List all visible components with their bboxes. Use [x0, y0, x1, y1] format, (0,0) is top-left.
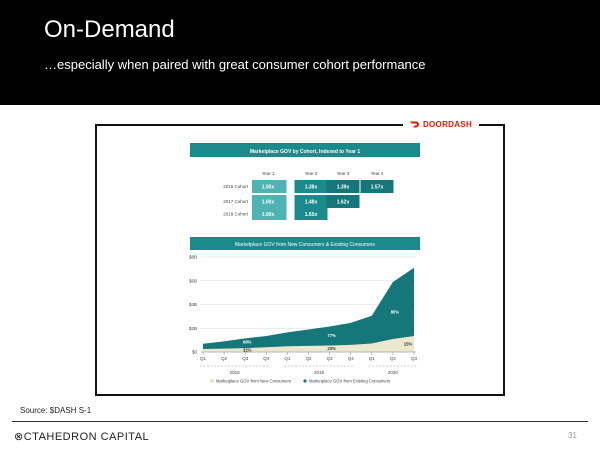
- cohort-column-header: Year 1: [262, 171, 275, 176]
- year-label: 2018: [230, 370, 241, 375]
- cohort-cell-value: 1.39x: [337, 184, 350, 190]
- x-tick-label: Q1: [200, 356, 207, 361]
- cohort-cell-value: 1.00x: [262, 212, 275, 218]
- slide-subtitle: …especially when paired with great consu…: [44, 57, 426, 72]
- cohort-cell-value: 1.57x: [371, 184, 384, 190]
- cohort-table-title-bar: [190, 143, 420, 157]
- doordash-wordmark: DOORDASH: [422, 119, 473, 129]
- footer-divider: [12, 421, 588, 422]
- x-tick-label: Q2: [221, 356, 228, 361]
- cohort-cell: [360, 180, 394, 193]
- share-annotation: 15%: [404, 341, 413, 346]
- y-tick-label: $6B: [189, 278, 197, 283]
- cohort-cell: [252, 208, 287, 220]
- slide-title: On-Demand: [44, 16, 175, 43]
- cohort-cell-value: 1.38x: [305, 184, 318, 190]
- x-tick-label: Q4: [348, 356, 355, 361]
- doordash-logo: DOORDASH: [403, 116, 479, 132]
- page-number: 31: [568, 431, 577, 440]
- share-annotation: 68%: [243, 340, 252, 345]
- share-annotation: 23%: [327, 346, 336, 351]
- slide-header: On-Demand …especially when paired with g…: [0, 0, 600, 105]
- x-tick-label: Q4: [263, 356, 270, 361]
- cohort-cell: [252, 180, 287, 193]
- cohort-cell-value: 1.00x: [262, 199, 275, 205]
- area-chart-title: Marketplace GOV from New Consumers & Exi…: [235, 242, 376, 248]
- cohort-cell: [294, 208, 328, 220]
- legend-swatch: [303, 379, 307, 383]
- share-annotation: 85%: [391, 309, 400, 314]
- year-label: 2019: [314, 370, 325, 375]
- cohort-cell: [294, 180, 328, 193]
- cohort-column-header: Year 3: [337, 171, 350, 176]
- cohort-cell: [294, 195, 328, 208]
- x-tick-label: Q3: [327, 356, 334, 361]
- x-tick-label: Q2: [390, 356, 397, 361]
- doordash-dash-icon: [409, 121, 419, 128]
- y-tick-label: $2B: [189, 326, 197, 331]
- cohort-row-label: 2018 Cohort: [223, 212, 249, 217]
- cohort-cell: [326, 180, 360, 193]
- cohort-column-header: Year 4: [371, 171, 384, 176]
- y-tick-label: $4B: [189, 302, 197, 307]
- y-tick-label: $8B: [189, 255, 197, 260]
- share-annotation: 32%: [243, 348, 252, 353]
- cohort-row-label: 2017 Cohort: [223, 199, 249, 204]
- share-annotation: 77%: [327, 333, 336, 338]
- area-chart-title-bar: [190, 237, 420, 250]
- legend-entry: Marketplace GOV from Existing Consumers: [309, 379, 390, 384]
- x-tick-label: Q1: [284, 356, 291, 361]
- cohort-cell-value: 1.00x: [262, 184, 275, 190]
- cohort-cell-value: 1.48x: [305, 199, 318, 205]
- cohort-table-title: Marketplace GOV by Cohort, Indexed to Ye…: [250, 149, 360, 155]
- legend-entry: Marketplace GOV from New Consumers: [216, 379, 291, 384]
- area-existing-consumers: [203, 267, 414, 352]
- x-tick-label: Q3: [411, 356, 418, 361]
- cohort-cell-value: 1.62x: [337, 199, 350, 205]
- cohort-column-header: Year 2: [305, 171, 318, 176]
- area-new-consumers: [203, 335, 414, 352]
- legend-swatch: [210, 379, 214, 383]
- y-tick-label: $0: [192, 350, 198, 355]
- year-label: 2020: [388, 370, 399, 375]
- x-tick-label: Q3: [242, 356, 249, 361]
- source-note: Source: $DASH S-1: [20, 406, 92, 415]
- cohort-cell: [252, 195, 287, 208]
- x-tick-label: Q2: [305, 356, 312, 361]
- footer-logo: ⊗CTAHEDRON CAPITAL: [14, 431, 150, 443]
- cohort-cell: [326, 195, 360, 208]
- cohort-cell-value: 1.65x: [305, 212, 318, 218]
- cohort-row-label: 2016 Cohort: [223, 184, 249, 189]
- x-tick-label: Q1: [369, 356, 376, 361]
